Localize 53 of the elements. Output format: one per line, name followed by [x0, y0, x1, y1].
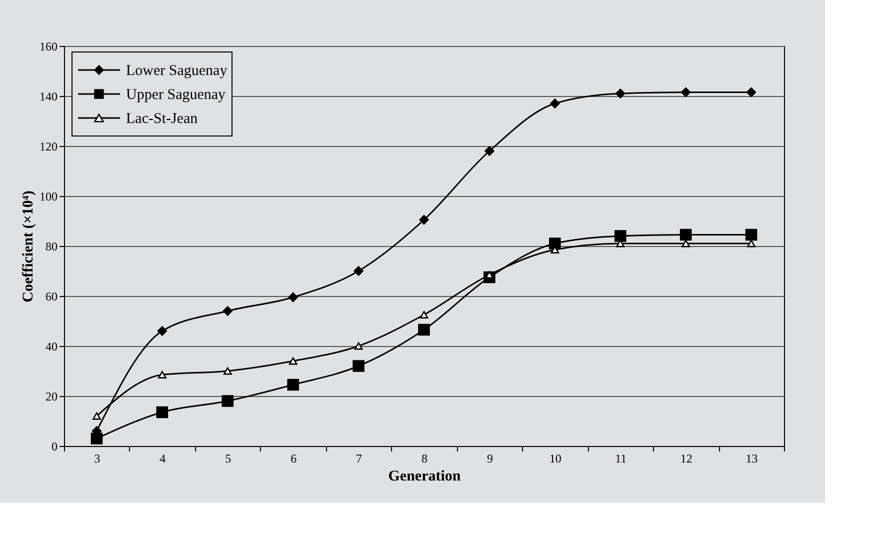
- point: [745, 228, 758, 241]
- y-axis-title: Coefficient (×10⁴): [20, 190, 36, 302]
- point: [288, 357, 298, 365]
- x-tick-label: 9: [486, 452, 493, 466]
- point: [682, 240, 690, 248]
- point: [92, 412, 101, 420]
- point: [158, 371, 166, 378]
- x-tick-label: 11: [615, 452, 627, 466]
- y-tick-label: 60: [46, 290, 58, 304]
- point: [354, 266, 364, 276]
- point: [420, 311, 428, 318]
- x-tick-label: 6: [290, 452, 297, 466]
- legend-label: Upper Saguenay: [126, 87, 226, 103]
- y-tick-label: 120: [40, 140, 58, 154]
- point: [90, 432, 103, 444]
- x-tick-label: 7: [356, 452, 362, 466]
- point: [354, 342, 363, 350]
- x-tick-label: 4: [160, 452, 166, 466]
- point: [156, 406, 168, 418]
- point: [746, 87, 756, 98]
- legend-label: Lac-St-Jean: [126, 111, 198, 127]
- point: [419, 214, 429, 225]
- point: [223, 367, 232, 375]
- x-tick-label: 5: [225, 452, 232, 466]
- point: [287, 378, 299, 391]
- point: [157, 326, 168, 336]
- x-axis-title: Generation: [388, 468, 462, 484]
- x-tick-label: 12: [680, 452, 692, 466]
- y-tick-label: 20: [46, 390, 58, 404]
- point: [352, 360, 364, 372]
- point: [222, 395, 234, 407]
- point: [747, 240, 756, 248]
- point: [484, 146, 494, 156]
- point: [222, 306, 232, 316]
- point: [550, 98, 560, 108]
- x-tick-label: 3: [94, 452, 100, 466]
- y-tick-label: 0: [52, 440, 58, 454]
- x-tick-label: 8: [422, 452, 428, 466]
- point: [680, 228, 692, 241]
- y-tick-label: 40: [46, 340, 58, 354]
- point: [614, 230, 626, 242]
- y-tick-label: 100: [40, 190, 58, 204]
- x-tick-label: 13: [746, 452, 758, 466]
- point: [616, 88, 626, 98]
- x-tick-label: 10: [549, 452, 562, 466]
- legend-label: Lower Saguenay: [126, 63, 228, 79]
- y-tick-label: 160: [40, 40, 58, 54]
- y-tick-label: 140: [40, 90, 58, 104]
- point: [549, 238, 561, 250]
- point: [288, 292, 298, 302]
- point: [418, 324, 430, 336]
- point: [680, 87, 691, 98]
- y-tick-label: 80: [46, 240, 58, 254]
